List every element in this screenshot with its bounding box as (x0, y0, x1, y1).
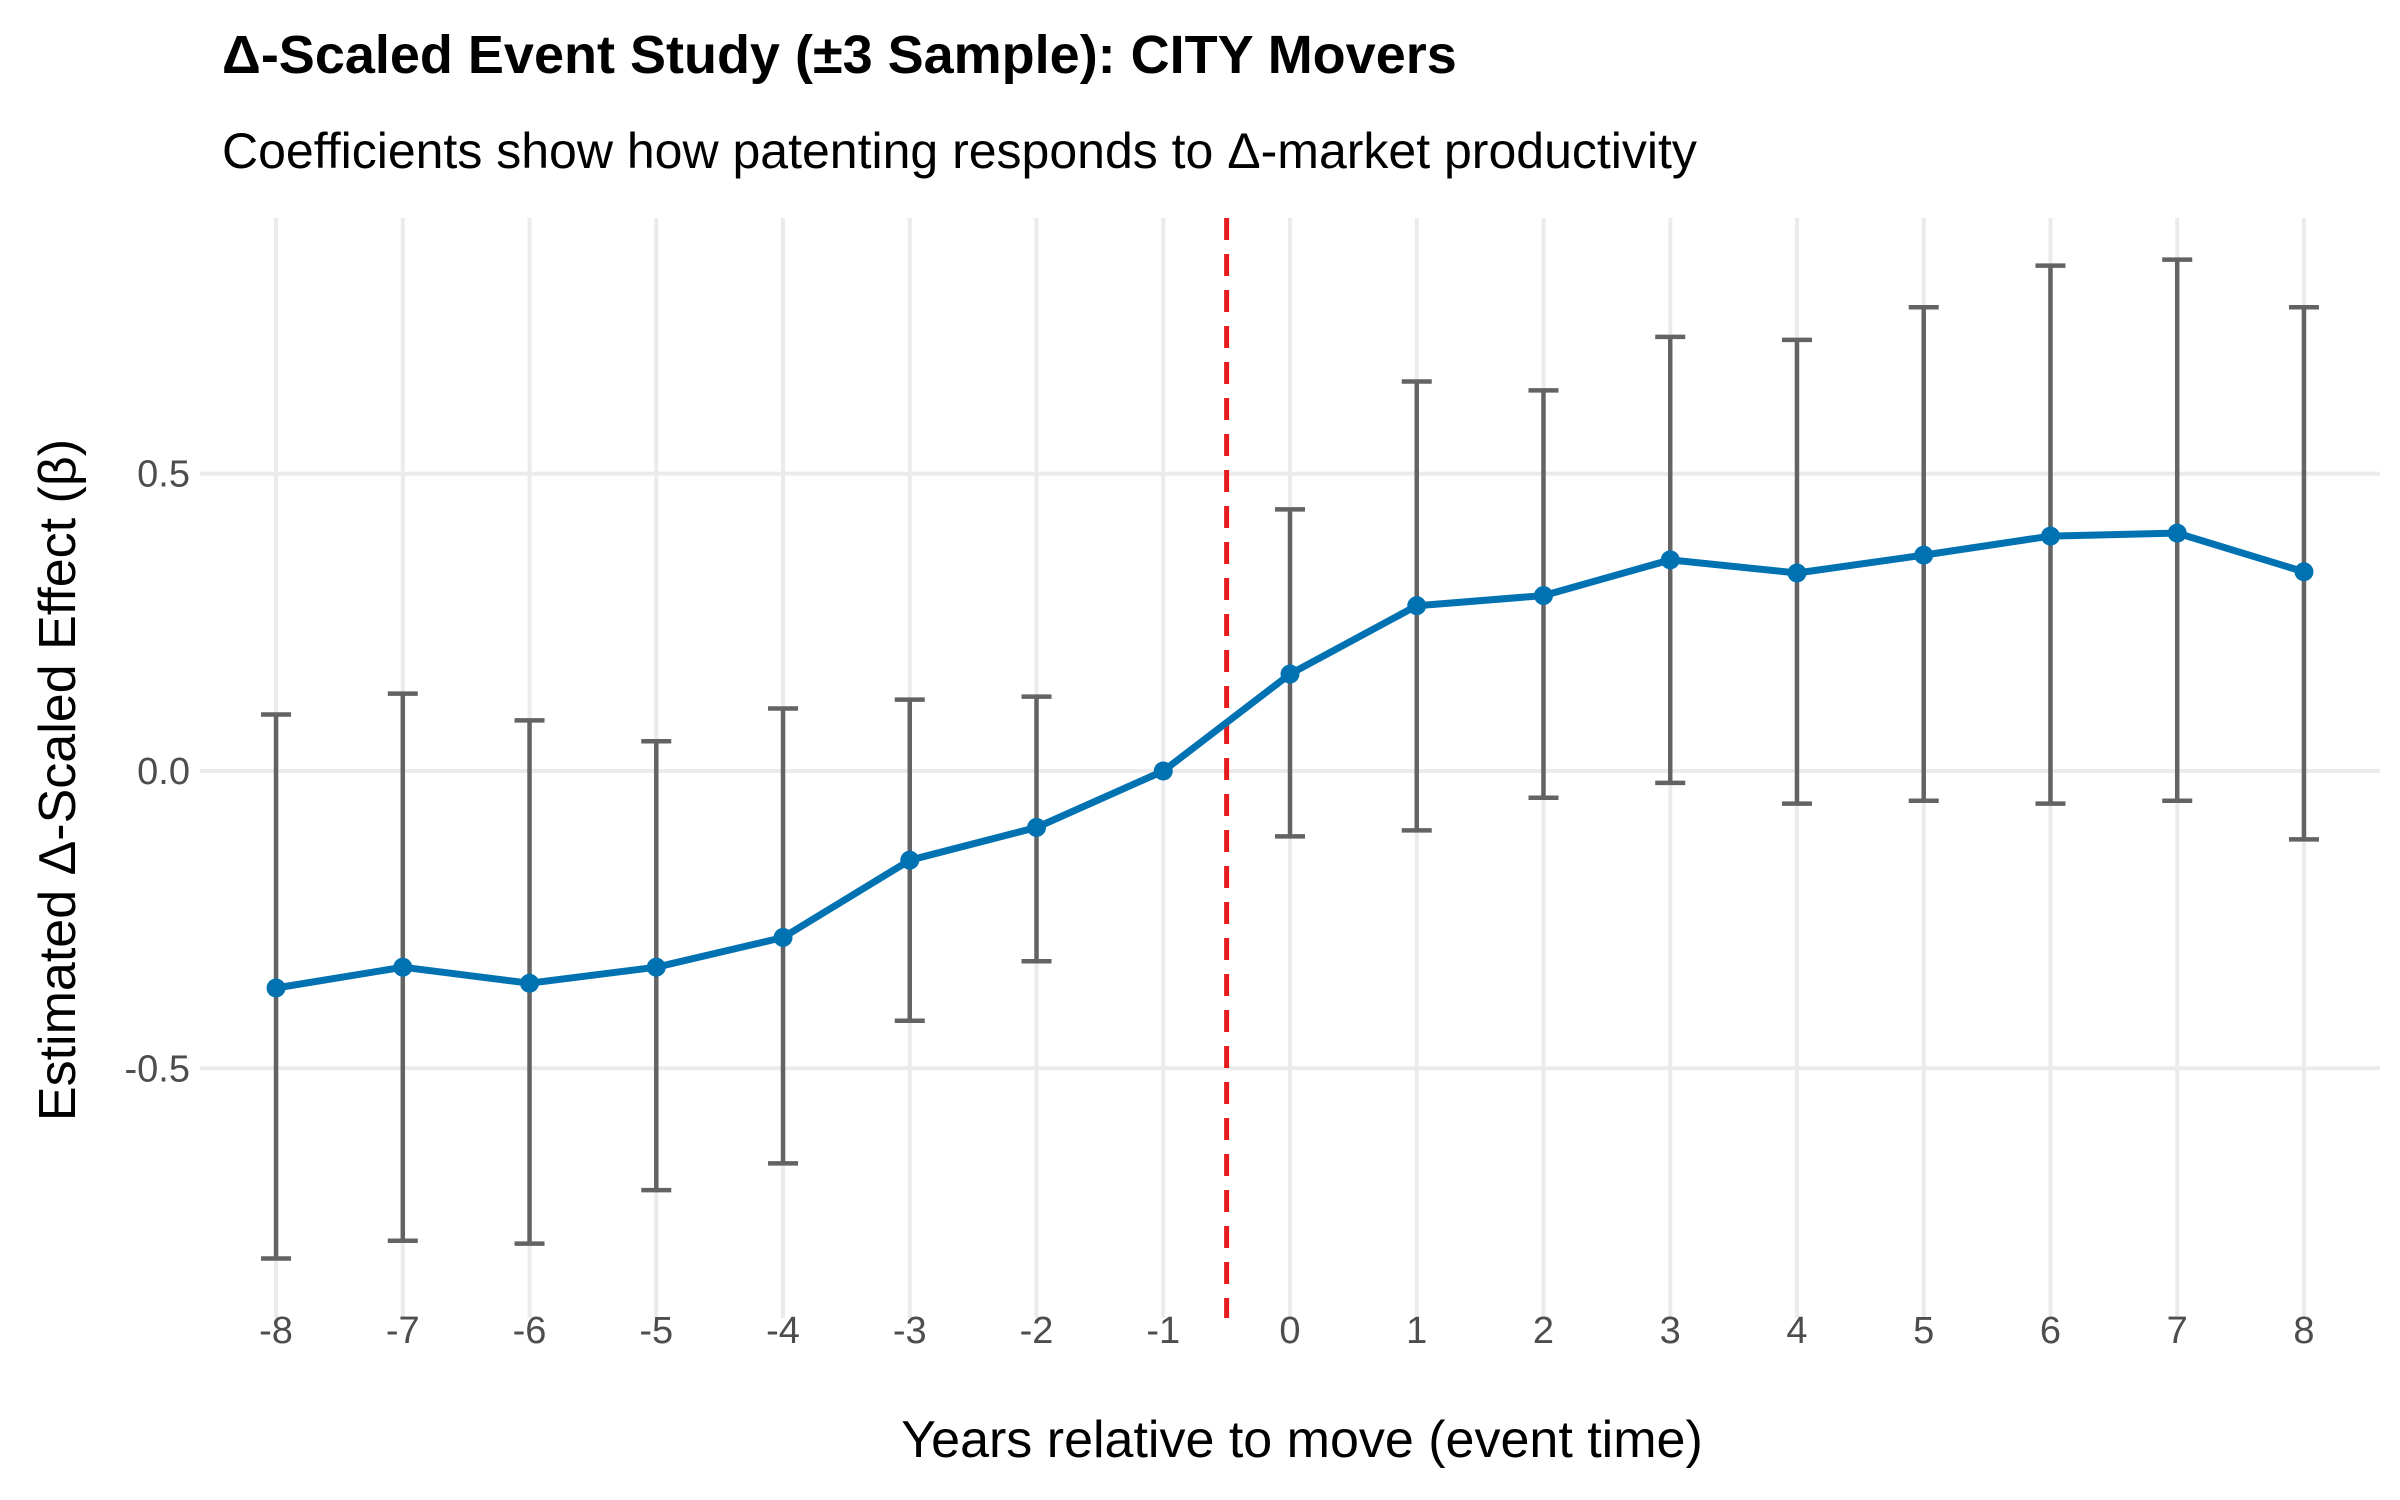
data-point (646, 957, 666, 977)
x-tick-label: -2 (1020, 1310, 1054, 1352)
x-tick-label: 8 (2293, 1310, 2314, 1352)
data-point (520, 973, 540, 993)
data-point (2040, 526, 2060, 546)
y-tick-labels: -0.5 0.0 0.5 (125, 454, 190, 1091)
x-tick-label: 4 (1786, 1310, 1807, 1352)
data-point (1787, 563, 1807, 583)
data-point (1027, 817, 1047, 837)
x-tick-label: -3 (893, 1310, 927, 1352)
data-point (900, 850, 920, 870)
x-tick-label: 6 (2040, 1310, 2061, 1352)
x-tick-label: 0 (1279, 1310, 1300, 1352)
data-point (1660, 550, 1680, 570)
y-tick-label: 0.0 (137, 751, 190, 793)
x-axis-label: Years relative to move (event time) (901, 1411, 1703, 1469)
x-tick-labels: -8 -7 -6 -5 -4 -3 -2 -1 0 1 2 3 4 5 6 7 8 (259, 1310, 2314, 1352)
data-point (773, 927, 793, 947)
x-tick-label: -1 (1146, 1310, 1180, 1352)
x-tick-label: -5 (639, 1310, 673, 1352)
x-tick-label: -7 (386, 1310, 420, 1352)
y-axis-label: Estimated Δ-Scaled Effect (β) (29, 439, 87, 1121)
x-tick-label: 7 (2167, 1310, 2188, 1352)
y-tick-label: -0.5 (125, 1048, 190, 1090)
data-point (1280, 664, 1300, 684)
data-point (2167, 523, 2187, 543)
data-point (1914, 545, 1934, 565)
data-point (2294, 562, 2314, 582)
data-point (1153, 761, 1173, 781)
x-tick-label: -8 (259, 1310, 293, 1352)
chart-subtitle: Coefficients show how patenting responds… (222, 123, 1697, 179)
x-tick-label: 1 (1406, 1310, 1427, 1352)
data-point (1533, 586, 1553, 606)
x-tick-label: 2 (1533, 1310, 1554, 1352)
chart-title: Δ-Scaled Event Study (±3 Sample): CITY M… (222, 25, 1457, 85)
x-tick-label: 5 (1913, 1310, 1934, 1352)
x-tick-label: -6 (513, 1310, 547, 1352)
x-tick-label: 3 (1660, 1310, 1681, 1352)
data-point (1407, 596, 1427, 616)
data-point (393, 957, 413, 977)
x-tick-label: -4 (766, 1310, 800, 1352)
data-point (266, 978, 286, 998)
point-layer (266, 523, 2314, 998)
y-tick-label: 0.5 (137, 454, 190, 496)
